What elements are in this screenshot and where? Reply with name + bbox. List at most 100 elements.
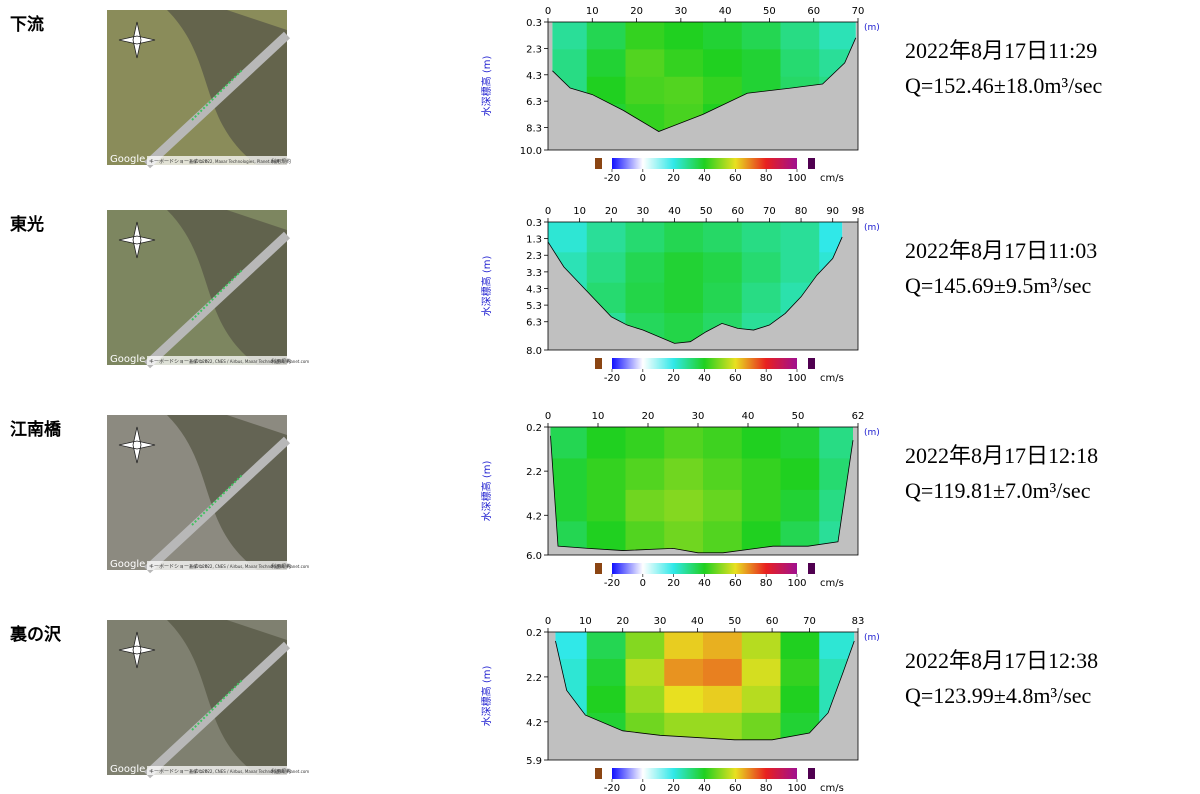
- velocity-cell: [664, 252, 703, 283]
- under-color: [595, 768, 602, 779]
- y-tick-label: 4.2: [526, 511, 542, 522]
- velocity-cell: [664, 490, 703, 522]
- colorbar-label: -20: [604, 783, 620, 794]
- colorbar-unit: cm/s: [820, 783, 844, 794]
- velocity-cell: [587, 252, 626, 283]
- velocity-cell: [548, 22, 587, 50]
- x-tick-label: 40: [719, 6, 732, 17]
- x-tick-label: 70: [763, 206, 776, 217]
- velocity-cell: [587, 490, 626, 522]
- figure: 下流Googleキーボードショートカット画像 ©2022, Maxar Tech…: [0, 0, 1200, 794]
- velocity-cell: [587, 686, 626, 713]
- x-tick-label: 40: [742, 411, 755, 422]
- colorbar-label: 0: [640, 783, 646, 794]
- velocity-cell: [626, 427, 665, 459]
- map-imagery: 画像 ©2022, CNES / Airbus, Maxar Technolog…: [189, 768, 309, 774]
- velocity-cell: [626, 22, 665, 50]
- y-tick-label: 6.3: [526, 318, 542, 329]
- velocity-cell: [587, 427, 626, 459]
- over-color: [808, 563, 815, 574]
- x-tick-label: 50: [792, 411, 805, 422]
- colorbar-label: 20: [667, 173, 680, 184]
- site-name: 裏の沢: [9, 624, 62, 645]
- colorbar-label: 80: [760, 783, 773, 794]
- map-terms: 利用規約: [271, 158, 291, 165]
- velocity-cell: [664, 632, 703, 659]
- x-tick-label: 50: [700, 206, 713, 217]
- velocity-cell: [626, 659, 665, 686]
- x-unit: (m): [864, 223, 880, 233]
- x-unit: (m): [864, 633, 880, 643]
- discharge: Q=123.99±4.8m³/sec: [905, 683, 1092, 708]
- site-name: 東光: [10, 214, 44, 235]
- y-tick-label: 6.3: [526, 97, 542, 108]
- velocity-cell: [781, 490, 820, 522]
- heatmap: [548, 427, 859, 553]
- velocity-cell: [703, 283, 742, 314]
- colorbar: [612, 563, 797, 574]
- velocity-cell: [742, 283, 781, 314]
- colorbar-label: 40: [698, 783, 711, 794]
- y-tick-label: 2.3: [526, 251, 542, 262]
- map-logo: Google: [110, 154, 145, 165]
- under-color: [595, 158, 602, 169]
- y-tick-label: 2.3: [526, 44, 542, 55]
- velocity-cell: [781, 686, 820, 713]
- x-tick-label: 0: [545, 616, 551, 627]
- colorbar-label: -20: [604, 578, 620, 589]
- colorbar-label: 80: [760, 578, 773, 589]
- x-tick-label: 40: [668, 206, 681, 217]
- velocity-cell: [587, 632, 626, 659]
- map-terms: 利用規約: [271, 768, 291, 775]
- colorbar-label: 40: [698, 373, 711, 384]
- x-tick-label: 50: [728, 616, 741, 627]
- canvas: 下流Googleキーボードショートカット画像 ©2022, Maxar Tech…: [0, 0, 1200, 794]
- velocity-cell: [664, 49, 703, 77]
- velocity-cell: [703, 222, 742, 253]
- map-imagery: 画像 ©2022, Maxar Technologies, Planet.com: [189, 158, 279, 164]
- velocity-cell: [742, 458, 781, 490]
- map-imagery: 画像 ©2022, CNES / Airbus, Maxar Technolog…: [189, 358, 309, 364]
- x-tick-label: 50: [763, 6, 776, 17]
- velocity-cell: [626, 283, 665, 314]
- velocity-cell: [703, 521, 742, 553]
- colorbar-label: 20: [667, 373, 680, 384]
- colorbar-label: 60: [729, 373, 742, 384]
- x-tick-label: 62: [852, 411, 865, 422]
- y-tick-label: 2.2: [526, 673, 542, 684]
- velocity-cell: [626, 686, 665, 713]
- velocity-cell: [742, 632, 781, 659]
- site-name: 江南橋: [10, 419, 62, 440]
- x-tick-label: 30: [637, 206, 650, 217]
- velocity-cell: [703, 22, 742, 50]
- site-name: 下流: [10, 14, 44, 35]
- velocity-cell: [703, 458, 742, 490]
- velocity-cell: [626, 458, 665, 490]
- x-tick-label: 0: [545, 6, 551, 17]
- y-tick-label: 0.3: [526, 18, 542, 29]
- velocity-cell: [548, 427, 587, 459]
- colorbar-label: 20: [667, 578, 680, 589]
- colorbar-label: 100: [787, 173, 806, 184]
- x-tick-label: 0: [545, 411, 551, 422]
- velocity-cell: [781, 222, 820, 253]
- map-imagery: 画像 ©2022, CNES / Airbus, Maxar Technolog…: [189, 563, 309, 569]
- colorbar-label: 60: [729, 173, 742, 184]
- velocity-cell: [742, 713, 781, 740]
- x-tick-label: 90: [826, 206, 839, 217]
- velocity-cell: [587, 49, 626, 77]
- x-tick-label: 70: [803, 616, 816, 627]
- x-tick-label: 10: [592, 411, 605, 422]
- over-color: [808, 358, 815, 369]
- discharge: Q=145.69±9.5m³/sec: [905, 273, 1092, 298]
- velocity-cell: [664, 283, 703, 314]
- velocity-cell: [664, 458, 703, 490]
- map-logo: Google: [110, 764, 145, 775]
- x-unit: (m): [864, 428, 880, 438]
- map-logo: Google: [110, 354, 145, 365]
- colorbar-label: 60: [729, 578, 742, 589]
- velocity-cell: [742, 490, 781, 522]
- velocity-cell: [781, 252, 820, 283]
- colorbar: [612, 768, 797, 779]
